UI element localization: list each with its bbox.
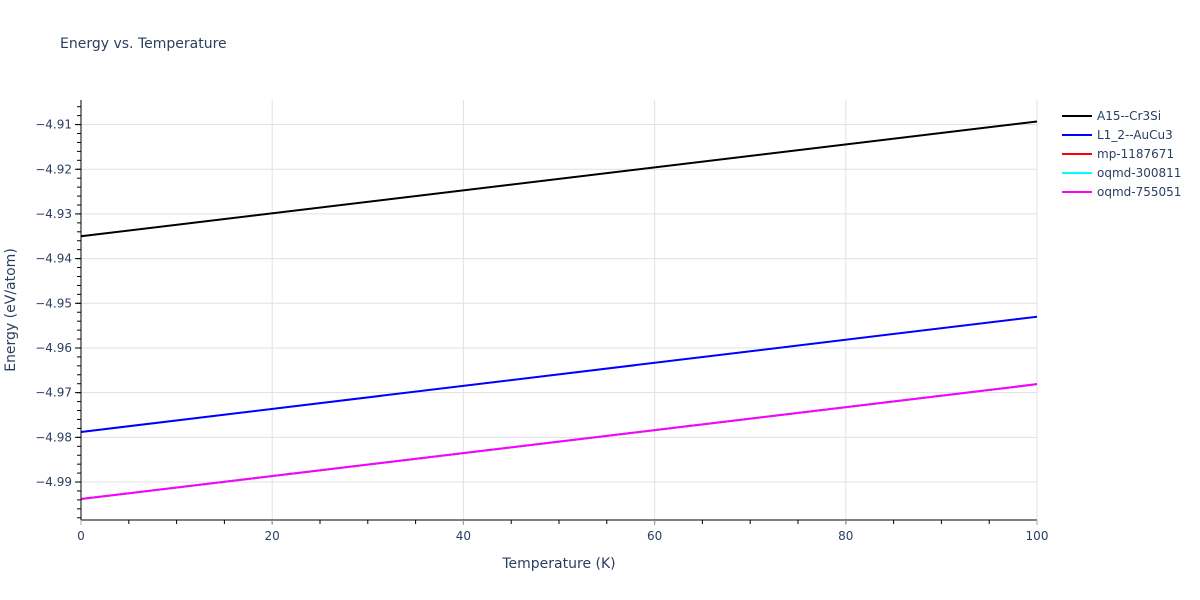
gridlines [81, 100, 1038, 520]
legend-item[interactable]: A15--Cr3Si [1062, 106, 1181, 125]
legend-label: oqmd-755051 [1097, 184, 1182, 199]
svg-text:−4.98: −4.98 [35, 430, 72, 444]
svg-text:−4.94: −4.94 [35, 252, 72, 266]
y-axis-label: Energy (eV/atom) [3, 248, 19, 372]
series-lines [80, 120, 1038, 500]
legend-swatch-icon [1062, 114, 1092, 117]
legend-swatch-icon [1062, 190, 1092, 193]
svg-text:80: 80 [838, 529, 853, 543]
legend-item[interactable]: oqmd-300811 [1062, 163, 1181, 182]
legend-swatch-icon [1062, 133, 1092, 136]
svg-text:−4.92: −4.92 [35, 162, 72, 176]
series-line [80, 383, 1038, 500]
svg-text:40: 40 [456, 529, 471, 543]
legend-item[interactable]: mp-1187671 [1062, 144, 1181, 163]
legend-swatch-icon [1062, 152, 1092, 155]
legend-label: A15--Cr3Si [1097, 108, 1162, 123]
axes: −4.91 −4.92 −4.93 −4.94 −4.95 −4.96 −4.97 −4.98… [35, 100, 1048, 543]
legend: A15--Cr3Si L1_2--AuCu3 mp-1187671 oqmd-3… [1062, 106, 1181, 201]
svg-text:0: 0 [77, 529, 85, 543]
svg-text:100: 100 [1026, 529, 1049, 543]
svg-text:−4.97: −4.97 [35, 386, 72, 400]
legend-label: oqmd-300811 [1097, 165, 1182, 180]
series-line [80, 315, 1038, 433]
svg-text:−4.99: −4.99 [35, 475, 72, 489]
legend-item[interactable]: L1_2--AuCu3 [1062, 125, 1181, 144]
x-axis-label: Temperature (K) [501, 556, 615, 572]
svg-text:−4.93: −4.93 [35, 207, 72, 221]
legend-item[interactable]: oqmd-755051 [1062, 182, 1181, 201]
svg-text:20: 20 [265, 529, 280, 543]
legend-label: L1_2--AuCu3 [1097, 127, 1173, 142]
svg-text:−4.95: −4.95 [35, 296, 72, 310]
svg-text:−4.96: −4.96 [35, 341, 72, 355]
legend-swatch-icon [1062, 171, 1092, 174]
svg-text:−4.91: −4.91 [35, 118, 72, 132]
legend-label: mp-1187671 [1097, 146, 1175, 161]
svg-text:60: 60 [647, 529, 662, 543]
chart-title: Energy vs. Temperature [60, 36, 227, 52]
series-line [80, 120, 1038, 238]
